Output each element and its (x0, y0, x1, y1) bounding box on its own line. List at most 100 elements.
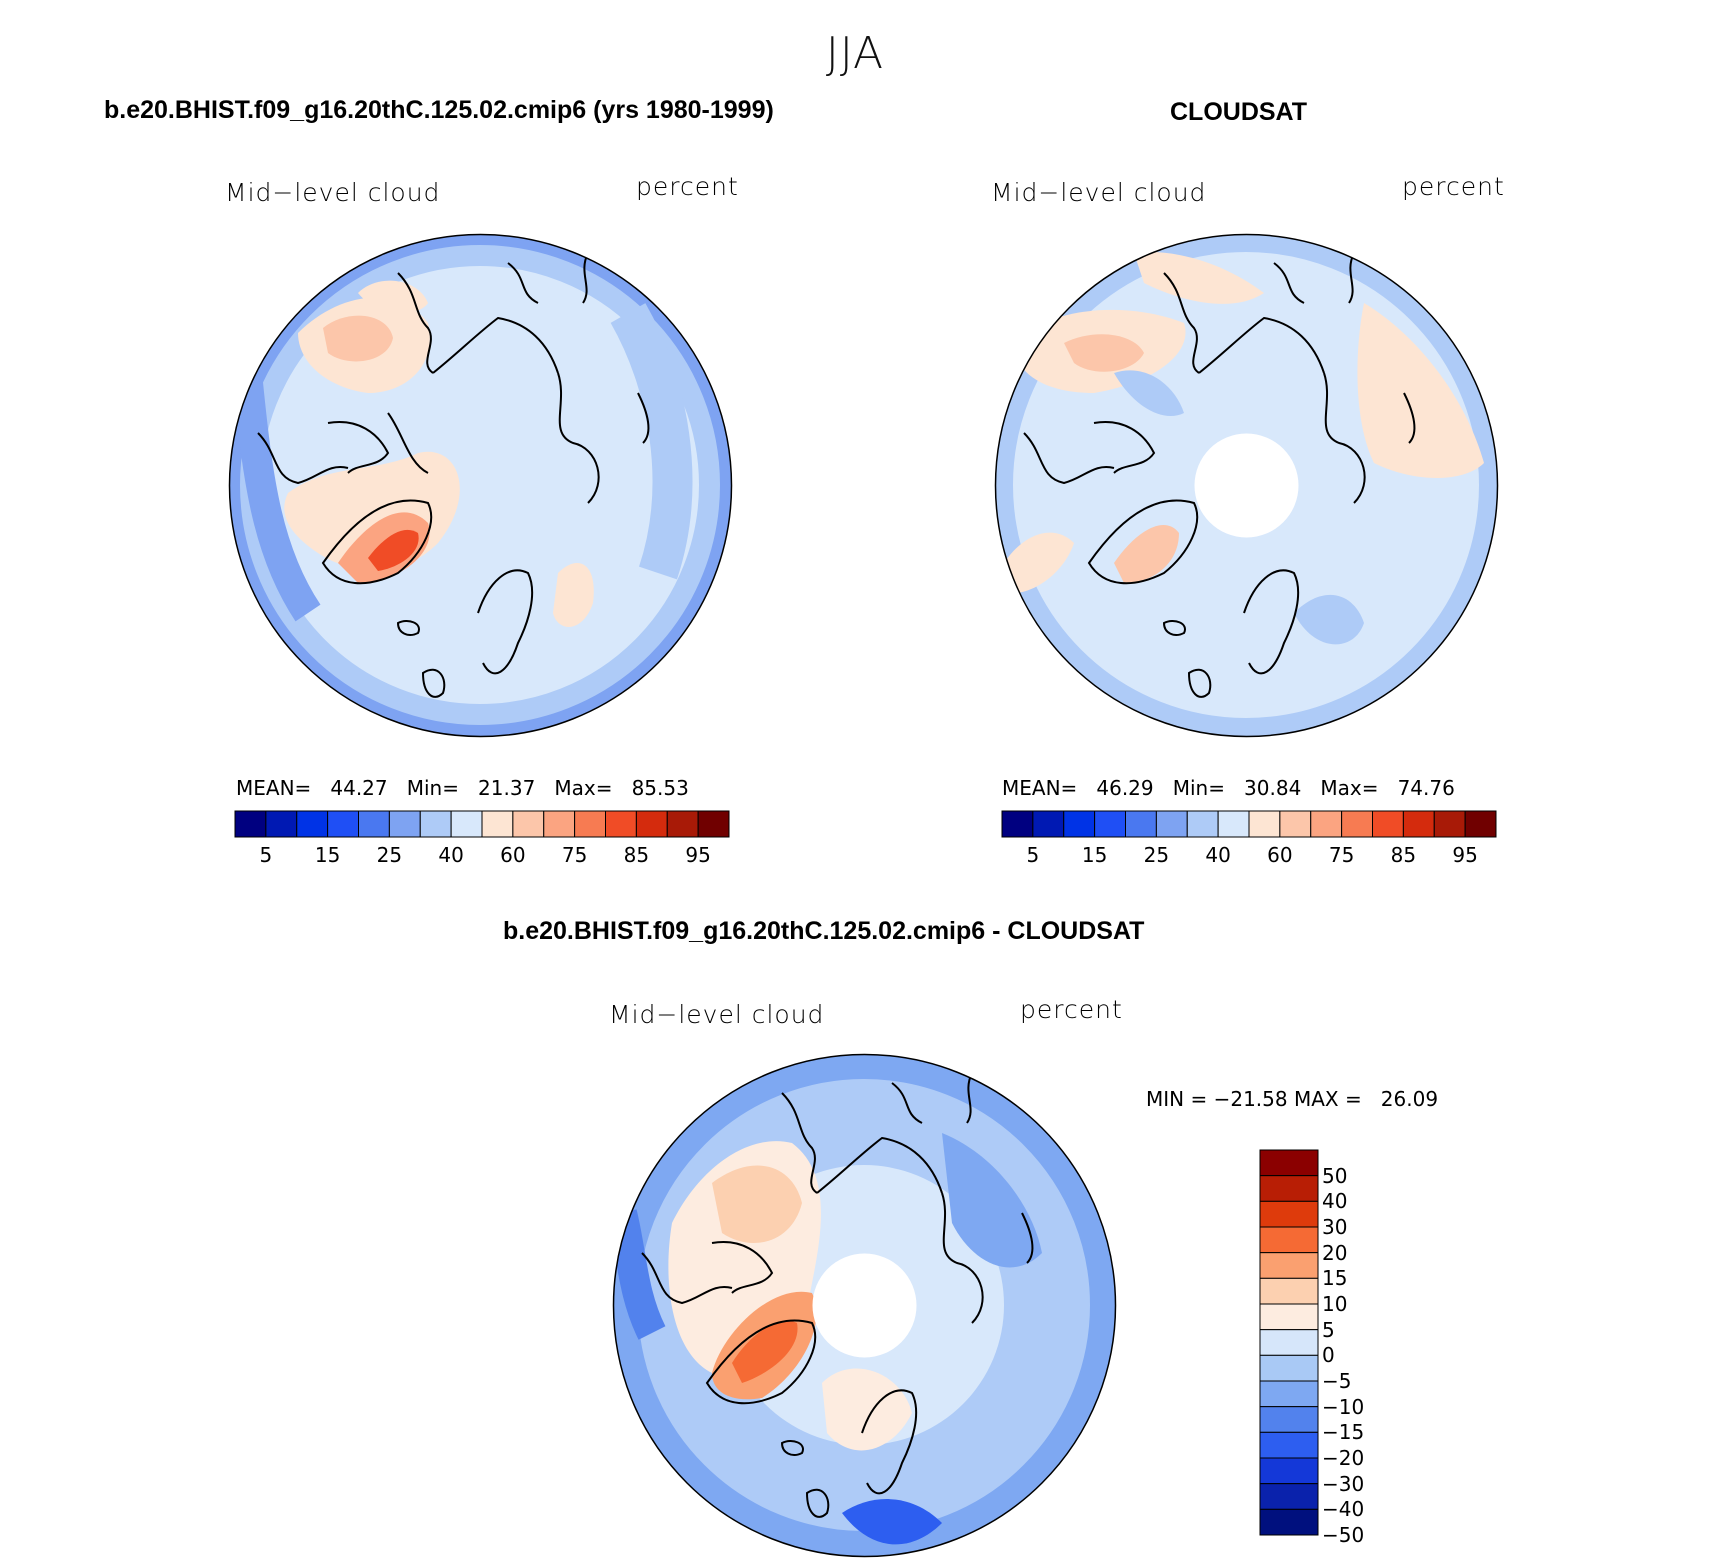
model-colorbar-tick-label: 95 (685, 843, 711, 867)
obs-colorbar-tick-label: 95 (1452, 843, 1478, 867)
obs-colorbar-box (1464, 810, 1497, 838)
obs-colorbar-box (1341, 810, 1373, 838)
diff-colorbar-box (1259, 1483, 1319, 1510)
diff-colorbar (1259, 1149, 1319, 1536)
obs-colorbar-box (1310, 810, 1343, 838)
diff-colorbar-tick-label: −5 (1322, 1369, 1352, 1393)
diff-colorbar-box (1259, 1457, 1319, 1485)
obs-colorbar-tick-label: 60 (1267, 843, 1293, 867)
model-coastlines (257, 252, 650, 698)
model-scandinavia-patch (553, 563, 594, 627)
model-colorbar-tick-label: 75 (561, 843, 588, 867)
model-colorbar-box (512, 810, 545, 838)
obs-colorbar-box (1279, 810, 1312, 838)
diff-atlantic-positive (822, 1368, 912, 1451)
obs-polar-map (994, 233, 1499, 738)
diff-colorbar-box (1259, 1252, 1319, 1279)
model-colorbar-box (327, 810, 359, 838)
diff-colorbar-tick-label: −10 (1322, 1394, 1365, 1419)
model-colorbar-box (296, 810, 329, 838)
diff-colorbar-tick-label: −50 (1322, 1523, 1365, 1547)
diff-variable-label: Mid−level cloud (609, 1000, 825, 1029)
obs-colorbar-box (1186, 810, 1219, 838)
diff-colorbar-box (1259, 1431, 1319, 1459)
model-colorbar-box (450, 810, 483, 838)
diff-colorbar-box (1259, 1508, 1319, 1536)
model-variable-label: Mid−level cloud (225, 178, 441, 207)
model-max-value: 85.53 (631, 776, 689, 800)
obs-colorbar-box (1155, 810, 1188, 838)
obs-max-label: Max= (1320, 776, 1379, 800)
obs-variable-label: Mid−level cloud (991, 178, 1207, 207)
model-colorbar-tick-label: 40 (438, 843, 464, 867)
obs-colorbar-tick-label: 85 (1390, 843, 1417, 867)
model-colorbar (234, 810, 730, 838)
diff-colorbar-tick-label: 50 (1322, 1163, 1348, 1188)
obs-colorbar-box (1433, 810, 1466, 838)
model-mean-value: 44.27 (330, 776, 388, 800)
diff-colorbar-box (1259, 1406, 1319, 1433)
diff-greenland-core (732, 1320, 798, 1383)
diff-colorbar-box (1259, 1149, 1319, 1177)
model-colorbar-box (697, 810, 730, 838)
model-colorbar-tick-label: 25 (376, 843, 403, 867)
diff-panel-title: b.e20.BHIST.f09_g16.20thC.125.02.cmip6 -… (503, 917, 1145, 945)
model-min-value: 21.37 (478, 776, 536, 800)
model-colorbar-tick-label: 85 (623, 843, 650, 867)
model-siberia-core (323, 315, 393, 362)
diff-colorbar-box (1259, 1226, 1319, 1254)
diff-colorbar-tick-label: −20 (1322, 1446, 1365, 1470)
model-colorbar-box (543, 810, 576, 838)
obs-colorbar-tick-label: 5 (1026, 843, 1040, 867)
model-map-border (228, 233, 733, 738)
obs-colorbar-ticks: 5 15 25 40 60 75 85 95 (1002, 843, 1496, 869)
obs-colorbar-box (1063, 810, 1096, 838)
model-mean-label: MEAN= (236, 776, 312, 800)
model-max-label: Max= (554, 776, 613, 800)
model-colorbar-box (419, 810, 452, 838)
model-min-label: Min= (406, 776, 459, 800)
obs-colorbar-box (1217, 810, 1250, 838)
obs-colorbar-box (1125, 810, 1157, 838)
diff-colorbar-tick-label: −15 (1322, 1420, 1365, 1445)
obs-colorbar-box (1001, 810, 1034, 838)
diff-colorbar-box (1259, 1277, 1319, 1305)
diff-colorbar-box (1259, 1329, 1319, 1356)
obs-east-high (1357, 303, 1484, 478)
obs-greenland-patch (1114, 524, 1179, 583)
diff-colorbar-tick-label: 30 (1322, 1215, 1348, 1239)
obs-max-value: 74.76 (1397, 776, 1455, 800)
obs-colorbar-box (1402, 810, 1435, 838)
model-colorbar-box (574, 810, 606, 838)
diff-colorbar-box (1259, 1380, 1319, 1408)
model-colorbar-tick-label: 5 (259, 843, 273, 867)
diff-min-max: MIN = −21.58 MAX = 26.09 (1146, 1087, 1439, 1111)
obs-arctic-low (1114, 370, 1184, 417)
obs-mean-value: 46.29 (1096, 776, 1154, 800)
diff-colorbar-tick-label: 10 (1322, 1292, 1348, 1316)
diff-colorbar-tick-label: 15 (1322, 1266, 1348, 1291)
obs-colorbar-box (1094, 810, 1126, 838)
diff-colorbar-box (1259, 1303, 1319, 1331)
model-panel-title: b.e20.BHIST.f09_g16.20thC.125.02.cmip6 (… (104, 96, 774, 124)
model-west-band (233, 381, 321, 622)
model-units-label: percent (636, 172, 739, 201)
model-colorbar-box (635, 810, 668, 838)
obs-siberia-core (1064, 334, 1144, 372)
diff-europe-negative (842, 1499, 942, 1545)
diff-colorbar-ticks: 50 40 30 20 15 10 5 0 −5 −10 −15 −20 −30 −40 −50 (1322, 1150, 1402, 1547)
obs-map-border (994, 233, 1499, 738)
diff-colorbar-tick-label: 20 (1322, 1240, 1348, 1265)
model-colorbar-box (605, 810, 637, 838)
obs-colorbar (1001, 810, 1497, 838)
diff-colorbar-box (1259, 1200, 1319, 1228)
diff-units-label: percent (1020, 995, 1123, 1024)
diff-colorbar-tick-label: −40 (1322, 1497, 1365, 1522)
diff-colorbar-box (1259, 1354, 1319, 1382)
diff-polar-gap (812, 1253, 917, 1358)
obs-scandinavia-low (1294, 594, 1364, 645)
diff-coastlines (641, 1072, 1034, 1518)
obs-panel-title: CLOUDSAT (1170, 98, 1308, 126)
model-colorbar-tick-label: 60 (500, 843, 526, 867)
obs-colorbar-tick-label: 25 (1143, 843, 1170, 867)
